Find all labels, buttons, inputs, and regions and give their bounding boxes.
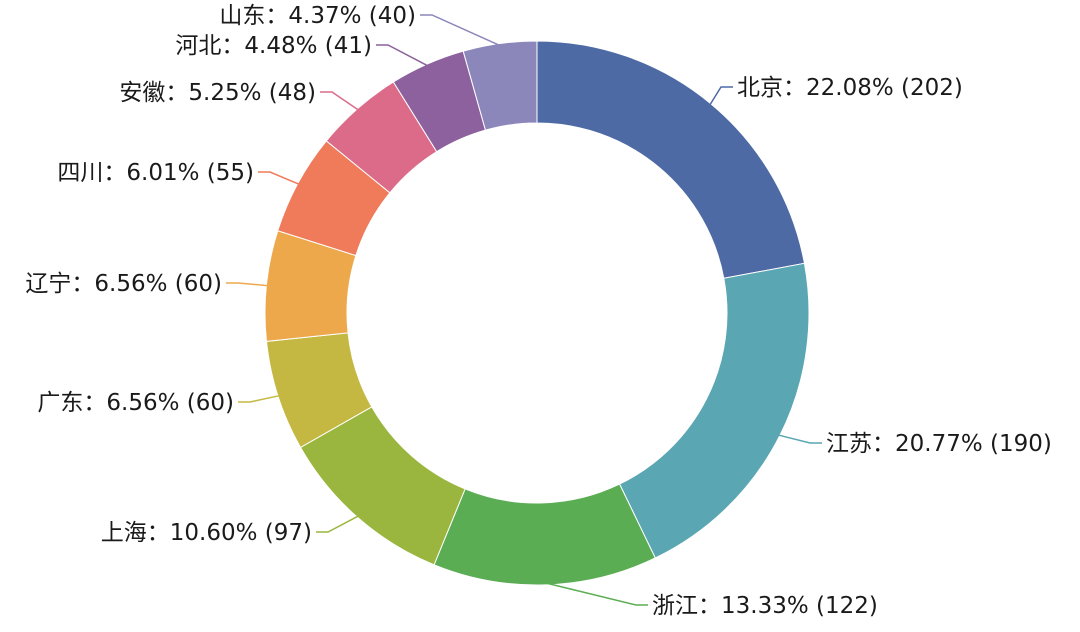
leader-line-辽宁 (226, 282, 269, 287)
slice-label-辽宁: 辽宁：6.56% (60) (25, 271, 222, 297)
slice-山东 (462, 40, 538, 131)
slice-label-安徽: 安徽：5.25% (48) (119, 80, 316, 106)
slice-label-浙江: 浙江：13.33% (122) (652, 593, 878, 619)
slice-label-上海: 上海：10.60% (97) (101, 520, 312, 546)
slice-label-山东: 山东：4.37% (40) (219, 3, 416, 29)
leader-line-浙江 (545, 582, 648, 606)
slice-label-广东: 广东：6.56% (60) (37, 390, 234, 416)
leader-line-江苏 (777, 434, 822, 444)
leader-line-广东 (238, 394, 281, 403)
leader-line-安徽 (320, 91, 360, 111)
leader-line-山东 (420, 14, 501, 47)
slice-北京 (536, 40, 806, 279)
slice-label-河北: 河北：4.48% (41) (175, 33, 372, 59)
leader-line-河北 (376, 44, 429, 67)
leader-line-四川 (258, 171, 300, 186)
slice-label-四川: 四川：6.01% (55) (57, 160, 254, 186)
leader-line-上海 (316, 515, 360, 533)
slices-layer (264, 40, 810, 586)
slice-浙江 (433, 483, 656, 586)
labels-layer: 北京：22.08% (202) 江苏：20.77% (190) 浙江：13.33% … (25, 3, 1051, 619)
slice-label-北京: 北京：22.08% (202) (737, 75, 963, 101)
slice-label-江苏: 江苏：20.77% (190) (826, 431, 1052, 457)
leader-lines-layer (226, 14, 822, 606)
slice-江苏 (618, 262, 810, 559)
leader-line-北京 (708, 86, 733, 106)
